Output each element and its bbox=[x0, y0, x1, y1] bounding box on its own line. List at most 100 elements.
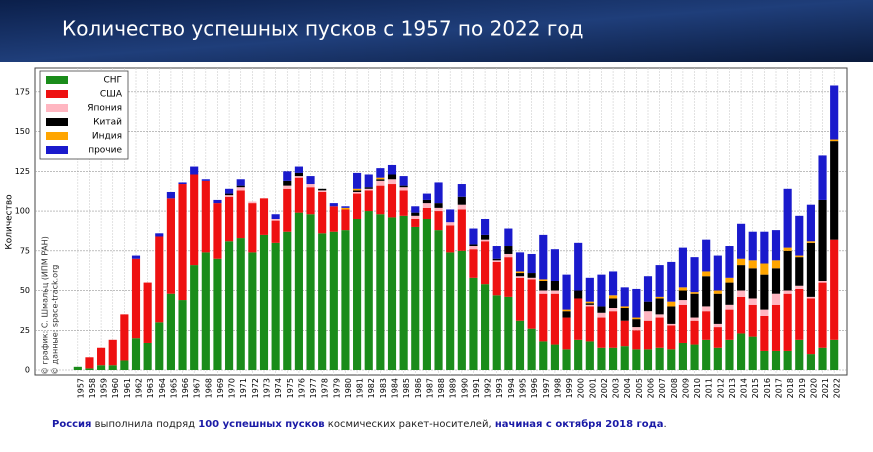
x-tick-label: 1973 bbox=[263, 378, 272, 398]
legend-label: Китай bbox=[93, 118, 122, 128]
x-tick-label: 1975 bbox=[286, 378, 295, 398]
bar-segment bbox=[481, 284, 490, 370]
bar-segment bbox=[725, 304, 734, 310]
bar-segment bbox=[830, 139, 839, 142]
x-tick-label: 1959 bbox=[100, 378, 109, 398]
bar-segment bbox=[667, 301, 676, 307]
bar-segment bbox=[574, 339, 583, 370]
bar-segment bbox=[504, 246, 513, 254]
chart-title: Количество успешных пусков с 1957 по 202… bbox=[62, 17, 583, 41]
x-tick-label: 2016 bbox=[763, 378, 772, 398]
bar-segment bbox=[667, 325, 676, 350]
bar-segment bbox=[341, 206, 350, 208]
bar-segment bbox=[411, 226, 420, 370]
bar-segment bbox=[737, 290, 746, 297]
x-tick-label: 1969 bbox=[216, 378, 225, 398]
x-tick-label: 2005 bbox=[635, 378, 644, 398]
bar-segment bbox=[690, 257, 699, 293]
bar-segment bbox=[585, 304, 594, 307]
bar-segment bbox=[469, 244, 478, 247]
bar-segment bbox=[399, 190, 408, 216]
bar-segment bbox=[143, 342, 152, 370]
bar-segment bbox=[376, 185, 385, 215]
x-tick-label: 1986 bbox=[414, 378, 423, 398]
bar-segment bbox=[527, 279, 536, 329]
bar-segment bbox=[771, 268, 781, 294]
bar-segment bbox=[748, 231, 757, 261]
bar-segment bbox=[236, 179, 245, 186]
x-tick-label: 1992 bbox=[484, 378, 493, 398]
bar-segment bbox=[539, 280, 548, 291]
x-tick-label: 1974 bbox=[274, 378, 283, 398]
x-tick-label: 1987 bbox=[425, 378, 434, 398]
x-tick-label: 2010 bbox=[693, 378, 702, 398]
bar-segment bbox=[783, 293, 792, 351]
bar-segment bbox=[504, 257, 513, 297]
x-tick-label: 2011 bbox=[705, 378, 714, 398]
x-tick-label: 2022 bbox=[833, 378, 842, 398]
bar-segment bbox=[818, 347, 827, 370]
legend-swatch bbox=[46, 90, 68, 98]
bar-segment bbox=[574, 242, 583, 291]
bar-segment bbox=[737, 265, 746, 291]
x-tick-label: 1968 bbox=[204, 378, 213, 398]
bar-segment bbox=[236, 187, 245, 191]
x-tick-label: 2007 bbox=[658, 378, 667, 398]
bar-segment bbox=[539, 279, 548, 281]
bar-segment bbox=[550, 293, 559, 345]
bar-segment bbox=[783, 290, 792, 294]
y-tick-label: 125 bbox=[15, 167, 30, 176]
bar-segment bbox=[481, 219, 490, 235]
bar-segment bbox=[585, 303, 594, 305]
bar-segment bbox=[667, 323, 676, 326]
bar-segment bbox=[434, 211, 443, 231]
bar-segment bbox=[85, 357, 94, 369]
bar-segment bbox=[783, 350, 792, 370]
y-tick-label: 150 bbox=[15, 127, 30, 136]
bar-segment bbox=[806, 241, 815, 243]
x-tick-label: 1982 bbox=[367, 378, 376, 398]
bar-segment bbox=[446, 222, 455, 226]
bar-segment bbox=[667, 306, 676, 324]
bar-segment bbox=[120, 314, 129, 361]
bar-segment bbox=[609, 311, 618, 348]
x-tick-label: 2015 bbox=[751, 378, 760, 398]
caption-part: Россия bbox=[52, 419, 91, 430]
bar-segment bbox=[422, 219, 431, 370]
bar-segment bbox=[748, 336, 757, 370]
bar-segment bbox=[353, 219, 362, 370]
bar-segment bbox=[515, 276, 525, 278]
y-axis-label: Количество bbox=[5, 194, 15, 250]
bar-segment bbox=[702, 271, 711, 277]
bar-segment bbox=[527, 328, 536, 370]
bar-segment bbox=[667, 349, 676, 370]
bar-segment bbox=[678, 300, 687, 305]
x-tick-label: 2012 bbox=[716, 378, 725, 398]
bar-segment bbox=[771, 350, 781, 370]
x-tick-label: 1996 bbox=[530, 378, 539, 398]
bar-segment bbox=[481, 239, 490, 242]
x-tick-label: 1966 bbox=[181, 378, 190, 398]
bar-segment bbox=[713, 347, 722, 370]
bar-segment bbox=[771, 293, 781, 305]
x-tick-label: 1997 bbox=[542, 378, 551, 398]
legend-box bbox=[39, 70, 129, 160]
bar-segment bbox=[376, 177, 385, 180]
bar-segment bbox=[748, 304, 757, 337]
bar-segment bbox=[353, 190, 362, 192]
bar-segment bbox=[515, 277, 525, 321]
bar-segment bbox=[550, 344, 559, 370]
bar-segment bbox=[748, 260, 757, 269]
bar-segment bbox=[283, 180, 292, 186]
bar-segment bbox=[434, 182, 443, 204]
bar-segment bbox=[818, 199, 827, 281]
bar-segment bbox=[830, 339, 839, 370]
x-tick-label: 1990 bbox=[460, 378, 469, 398]
bar-segment bbox=[725, 309, 734, 340]
bar-segment bbox=[515, 273, 525, 277]
bar-segment bbox=[294, 176, 303, 178]
bar-segment bbox=[795, 215, 804, 256]
caption-part: космических ракет-носителей, bbox=[325, 419, 495, 430]
bar-segment bbox=[609, 308, 618, 312]
bar-segment bbox=[830, 85, 839, 140]
